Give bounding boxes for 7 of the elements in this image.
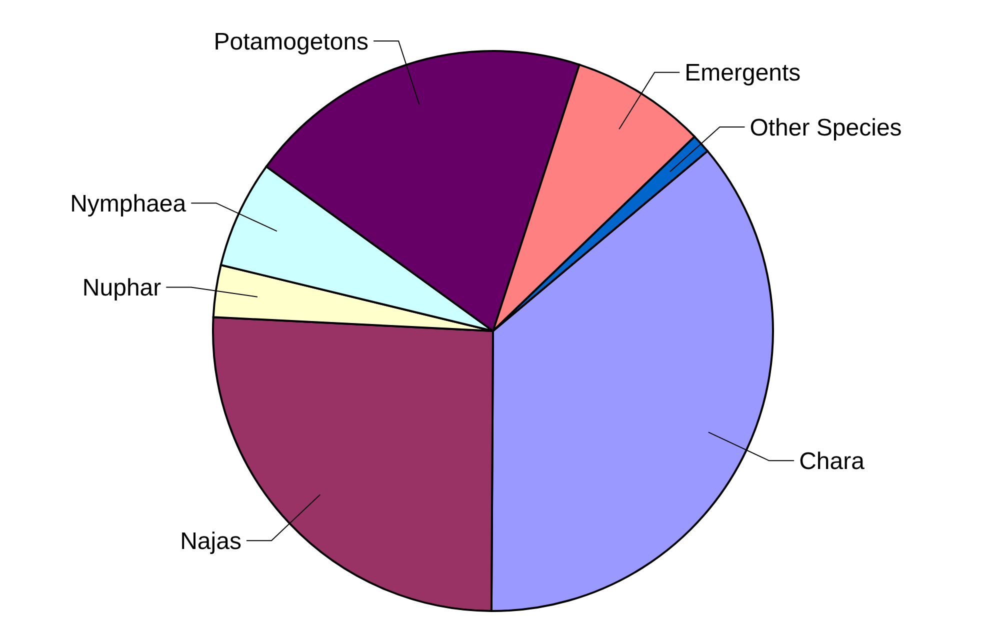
slice-label: Nuphar — [82, 274, 162, 302]
slice-label: Emergents — [684, 60, 801, 87]
slice-label: Potamogetons — [214, 28, 369, 56]
slice-label: Chara — [799, 448, 866, 476]
slice-label: Other Species — [750, 114, 902, 142]
slice-label: Nymphaea — [70, 190, 187, 218]
slice-label: Najas — [180, 528, 242, 556]
